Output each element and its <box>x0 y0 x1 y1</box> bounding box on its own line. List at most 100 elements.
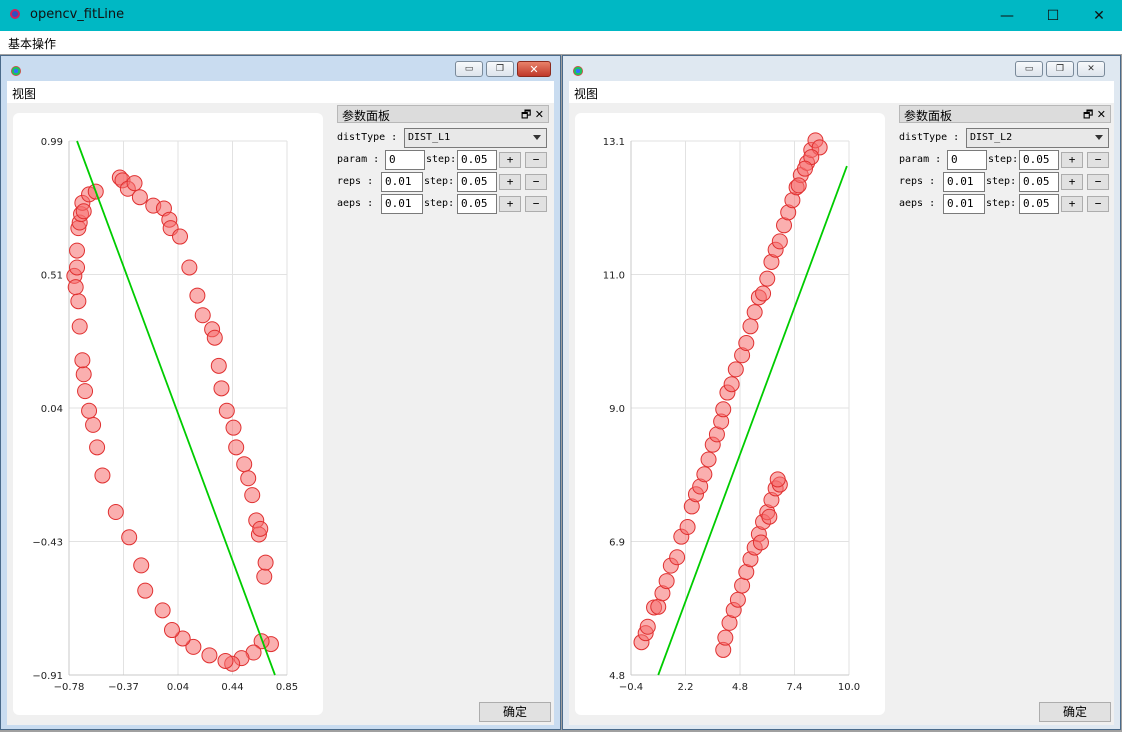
data-point <box>69 242 86 259</box>
aeps-minus-button[interactable]: − <box>525 196 547 212</box>
x-tick-label: 4.8 <box>732 682 748 693</box>
param-panel: 参数面板 🗗 ✕ distType : DIST_L1 param : 0 st… <box>337 105 549 214</box>
param-plus-button[interactable]: + <box>499 152 521 168</box>
aeps-row: aeps : 0.01 step: 0.05 + − <box>899 194 1111 214</box>
view-menubar: 视图 <box>569 81 1114 103</box>
data-point <box>650 598 667 615</box>
data-point <box>252 520 269 537</box>
data-point <box>213 380 230 397</box>
aeps-plus-button[interactable]: + <box>499 196 521 212</box>
aeps-step-field[interactable]: 0.05 <box>457 194 497 214</box>
y-tick-label: −0.43 <box>32 538 63 549</box>
menu-view[interactable]: 视图 <box>12 87 37 101</box>
reps-step-field[interactable]: 0.05 <box>1019 172 1059 192</box>
disttype-row: distType : DIST_L1 <box>337 128 549 148</box>
reps-field[interactable]: 0.01 <box>943 172 985 192</box>
data-point <box>189 287 206 304</box>
subwindow-body: 视图 −0.78 −0.37 0.04 0.44 0.85 0.99 0.51 0.04 −0.… <box>7 81 554 725</box>
panel-title: 参数面板 <box>904 109 953 123</box>
aeps-row: aeps : 0.01 step: 0.05 + − <box>337 194 549 214</box>
disttype-select[interactable]: DIST_L1 <box>404 128 547 148</box>
data-point <box>669 549 686 566</box>
data-point <box>696 466 713 483</box>
scatter-chart: −0.78 −0.37 0.04 0.44 0.85 0.99 0.51 0.04 −0.43 −… <box>32 137 298 693</box>
panel-header: 参数面板 🗗 ✕ <box>899 105 1111 123</box>
aeps-step-field[interactable]: 0.05 <box>1019 194 1059 214</box>
disttype-select[interactable]: DIST_L2 <box>966 128 1109 148</box>
x-tick-label: 0.04 <box>167 682 189 693</box>
y-tick-label: 6.9 <box>609 538 625 549</box>
sub-restore-button[interactable]: ❐ <box>486 61 514 77</box>
menu-basic-ops[interactable]: 基本操作 <box>8 37 57 51</box>
app-title: opencv_fitLine <box>30 7 125 22</box>
y-tick-label: 0.51 <box>41 271 63 282</box>
data-point <box>107 503 124 520</box>
aeps-field[interactable]: 0.01 <box>943 194 985 214</box>
aeps-label: aeps : <box>899 198 936 209</box>
step-label: step: <box>426 154 457 165</box>
data-point <box>679 519 696 536</box>
panel-close-icon[interactable]: ✕ <box>1096 108 1106 121</box>
aeps-field[interactable]: 0.01 <box>381 194 423 214</box>
data-point <box>194 307 211 324</box>
disttype-label: distType : <box>899 132 960 143</box>
param-step-field[interactable]: 0.05 <box>1019 150 1059 170</box>
sub-close-button[interactable]: ✕ <box>1077 61 1105 77</box>
data-point <box>94 467 111 484</box>
aeps-minus-button[interactable]: − <box>1087 196 1109 212</box>
x-tick-label: 10.0 <box>838 682 860 693</box>
panel-title: 参数面板 <box>342 109 391 123</box>
app-titlebar: opencv_fitLine — ☐ ✕ <box>0 0 1122 31</box>
data-point <box>236 456 253 473</box>
data-point <box>126 175 143 192</box>
chevron-down-icon <box>533 135 541 140</box>
ok-button[interactable]: 确定 <box>479 702 551 722</box>
param-minus-button[interactable]: − <box>525 152 547 168</box>
reps-step-field[interactable]: 0.05 <box>457 172 497 192</box>
window-icon <box>573 66 583 76</box>
param-label: param : <box>337 154 380 165</box>
data-point <box>206 329 223 346</box>
param-minus-button[interactable]: − <box>1087 152 1109 168</box>
param-field[interactable]: 0 <box>385 150 425 170</box>
ok-button[interactable]: 确定 <box>1039 702 1111 722</box>
disttype-value: DIST_L1 <box>408 132 451 143</box>
sub-minimize-button[interactable]: ▭ <box>1015 61 1043 77</box>
aeps-plus-button[interactable]: + <box>1061 196 1083 212</box>
reps-plus-button[interactable]: + <box>499 174 521 190</box>
menu-view[interactable]: 视图 <box>574 87 599 101</box>
aeps-label: aeps : <box>337 198 374 209</box>
reps-plus-button[interactable]: + <box>1061 174 1083 190</box>
data-point <box>752 534 769 551</box>
param-field[interactable]: 0 <box>947 150 987 170</box>
float-icon[interactable]: 🗗 <box>1082 108 1094 121</box>
float-icon[interactable]: 🗗 <box>520 108 532 121</box>
y-tick-label: 4.8 <box>609 671 625 682</box>
reps-field[interactable]: 0.01 <box>381 172 423 192</box>
data-point <box>217 652 234 669</box>
reps-minus-button[interactable]: − <box>525 174 547 190</box>
data-point <box>71 318 88 335</box>
reps-minus-button[interactable]: − <box>1087 174 1109 190</box>
sub-restore-button[interactable]: ❐ <box>1046 61 1074 77</box>
panel-header: 参数面板 🗗 ✕ <box>337 105 549 123</box>
disttype-label: distType : <box>337 132 398 143</box>
data-point <box>658 573 675 590</box>
data-point <box>256 568 273 585</box>
close-button[interactable]: ✕ <box>1093 7 1105 24</box>
fit-line <box>657 165 848 676</box>
main-menubar: 基本操作 <box>0 31 1122 54</box>
param-step-field[interactable]: 0.05 <box>457 150 497 170</box>
sub-close-button[interactable]: ✕ <box>517 61 551 77</box>
panel-close-icon[interactable]: ✕ <box>534 108 544 121</box>
param-label: param : <box>899 154 942 165</box>
subwindow-body: 视图 −0.4 2.2 4.8 7.4 10.0 13.1 11.0 9.0 6.9 4.8 参数… <box>569 81 1114 725</box>
data-point <box>181 259 198 276</box>
fit-line <box>76 140 276 676</box>
maximize-button[interactable]: ☐ <box>1046 7 1060 24</box>
step-label: step: <box>986 198 1017 209</box>
data-point <box>225 419 242 436</box>
sub-minimize-button[interactable]: ▭ <box>455 61 483 77</box>
param-plus-button[interactable]: + <box>1061 152 1083 168</box>
minimize-button[interactable]: — <box>1000 7 1014 24</box>
